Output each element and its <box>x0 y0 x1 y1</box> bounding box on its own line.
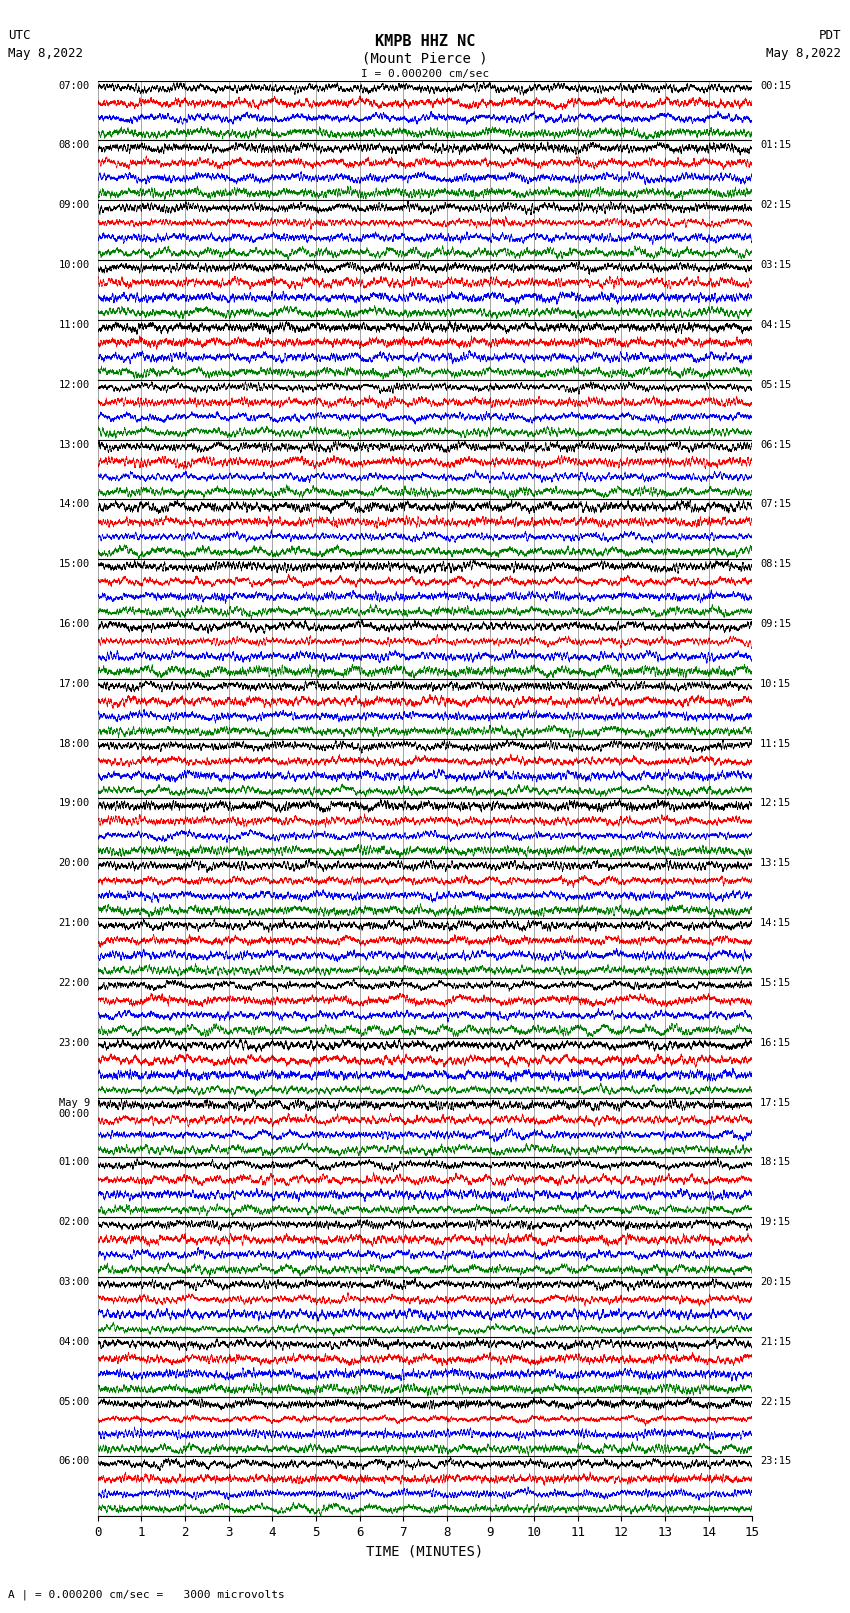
Text: May 8,2022: May 8,2022 <box>8 47 83 60</box>
Text: 16:00: 16:00 <box>59 619 90 629</box>
Text: 12:15: 12:15 <box>760 798 791 808</box>
Text: 20:00: 20:00 <box>59 858 90 868</box>
Text: 19:00: 19:00 <box>59 798 90 808</box>
Text: 07:15: 07:15 <box>760 500 791 510</box>
Text: 15:15: 15:15 <box>760 977 791 987</box>
Text: 21:00: 21:00 <box>59 918 90 927</box>
Text: 04:00: 04:00 <box>59 1337 90 1347</box>
Text: 05:00: 05:00 <box>59 1397 90 1407</box>
Text: 03:15: 03:15 <box>760 260 791 269</box>
Text: 14:00: 14:00 <box>59 500 90 510</box>
Text: 16:15: 16:15 <box>760 1037 791 1048</box>
Text: 08:15: 08:15 <box>760 560 791 569</box>
Text: PDT: PDT <box>819 29 842 42</box>
Text: 05:15: 05:15 <box>760 379 791 390</box>
Text: 03:00: 03:00 <box>59 1277 90 1287</box>
Text: 20:15: 20:15 <box>760 1277 791 1287</box>
Text: May 8,2022: May 8,2022 <box>767 47 842 60</box>
Text: 06:00: 06:00 <box>59 1457 90 1466</box>
Text: 22:15: 22:15 <box>760 1397 791 1407</box>
Text: 18:00: 18:00 <box>59 739 90 748</box>
Text: 11:15: 11:15 <box>760 739 791 748</box>
Text: 17:00: 17:00 <box>59 679 90 689</box>
Text: 01:00: 01:00 <box>59 1158 90 1168</box>
Text: I = 0.000200 cm/sec: I = 0.000200 cm/sec <box>361 69 489 79</box>
Text: (Mount Pierce ): (Mount Pierce ) <box>362 52 488 66</box>
Text: 18:15: 18:15 <box>760 1158 791 1168</box>
Text: A | = 0.000200 cm/sec =   3000 microvolts: A | = 0.000200 cm/sec = 3000 microvolts <box>8 1589 286 1600</box>
Text: 11:00: 11:00 <box>59 319 90 331</box>
Text: 13:00: 13:00 <box>59 440 90 450</box>
Text: 01:15: 01:15 <box>760 140 791 150</box>
Text: May 9
00:00: May 9 00:00 <box>59 1097 90 1119</box>
Text: 09:00: 09:00 <box>59 200 90 210</box>
Text: 17:15: 17:15 <box>760 1097 791 1108</box>
Text: 04:15: 04:15 <box>760 319 791 331</box>
Text: 02:15: 02:15 <box>760 200 791 210</box>
Text: 13:15: 13:15 <box>760 858 791 868</box>
Text: 23:00: 23:00 <box>59 1037 90 1048</box>
Text: 10:00: 10:00 <box>59 260 90 269</box>
Text: 07:00: 07:00 <box>59 81 90 90</box>
Text: KMPB HHZ NC: KMPB HHZ NC <box>375 34 475 48</box>
Text: 21:15: 21:15 <box>760 1337 791 1347</box>
Text: 14:15: 14:15 <box>760 918 791 927</box>
Text: 19:15: 19:15 <box>760 1218 791 1227</box>
Text: 02:00: 02:00 <box>59 1218 90 1227</box>
Text: 10:15: 10:15 <box>760 679 791 689</box>
X-axis label: TIME (MINUTES): TIME (MINUTES) <box>366 1545 484 1558</box>
Text: 12:00: 12:00 <box>59 379 90 390</box>
Text: 00:15: 00:15 <box>760 81 791 90</box>
Text: 08:00: 08:00 <box>59 140 90 150</box>
Text: 06:15: 06:15 <box>760 440 791 450</box>
Text: 22:00: 22:00 <box>59 977 90 987</box>
Text: 23:15: 23:15 <box>760 1457 791 1466</box>
Text: UTC: UTC <box>8 29 31 42</box>
Text: 09:15: 09:15 <box>760 619 791 629</box>
Text: 15:00: 15:00 <box>59 560 90 569</box>
